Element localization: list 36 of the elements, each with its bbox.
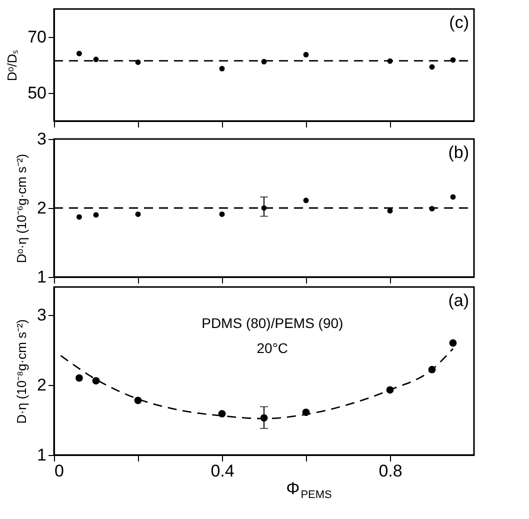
x-tick-label: 0 [54,462,64,480]
y-tick-label: 1 [37,268,46,286]
point [429,64,435,70]
point [303,52,309,58]
y-tick-label: 3 [37,306,46,324]
point [134,396,142,404]
annotation: 20°C [256,340,288,356]
annotation: PDMS (80)/PEMS (90) [202,315,344,331]
point [387,208,393,214]
y-axis-title: D·η (10⁻⁸g·cm s⁻²) [14,319,30,424]
point [135,211,141,217]
point [450,194,456,200]
point [449,339,457,347]
point [92,377,100,384]
y-tick-label: 2 [37,376,46,394]
x-tick-label: 0.4 [210,462,234,480]
y-axis-title: Dᵒ·η (10⁻⁶g·cm s⁻²) [14,154,30,264]
point [93,212,99,218]
y-tick-label: 3 [37,130,46,148]
annotation: (c) [449,13,469,32]
y-tick-label: 70 [28,28,46,46]
point [76,50,82,56]
point [218,410,226,418]
annotation: (b) [448,143,469,162]
annotation: (a) [448,291,469,310]
point [93,56,99,62]
point [219,66,225,72]
point [219,211,225,217]
y-axis-title: Dᵒ/Dₛ [4,50,20,82]
point [303,198,309,204]
point [76,214,82,220]
y-tick-label: 50 [28,84,46,102]
point [75,374,83,382]
y-tick-label: 2 [37,198,46,218]
x-tick-label: 0.8 [378,462,402,480]
y-tick-label: 1 [37,446,46,464]
